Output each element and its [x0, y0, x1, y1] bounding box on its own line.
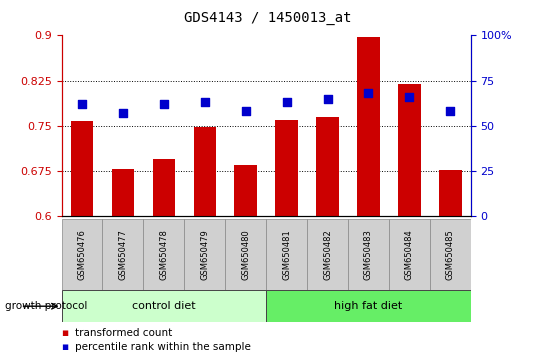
Bar [194, 127, 216, 216]
Bar [439, 170, 462, 216]
Text: GSM650485: GSM650485 [446, 229, 455, 280]
Text: percentile rank within the sample: percentile rank within the sample [75, 342, 251, 352]
Text: growth protocol: growth protocol [5, 301, 88, 311]
Text: GSM650480: GSM650480 [241, 229, 250, 280]
Point [405, 94, 414, 99]
Text: GSM650478: GSM650478 [159, 229, 169, 280]
Point [159, 101, 168, 107]
Text: ◾: ◾ [62, 342, 68, 352]
Text: transformed count: transformed count [75, 328, 172, 338]
Bar [276, 120, 298, 216]
Bar [62, 290, 266, 322]
Bar [398, 84, 421, 216]
Bar [316, 116, 339, 216]
Point [282, 99, 291, 105]
Bar [103, 219, 143, 290]
Text: GSM650477: GSM650477 [118, 229, 127, 280]
Text: ◾: ◾ [62, 328, 68, 338]
Point [323, 96, 332, 101]
Bar [389, 219, 430, 290]
Point [446, 108, 455, 114]
Point [119, 110, 127, 116]
Point [364, 90, 373, 96]
Bar [266, 290, 471, 322]
Bar [71, 121, 93, 216]
Point [241, 108, 250, 114]
Point [201, 99, 209, 105]
Bar [266, 219, 307, 290]
Text: GSM650481: GSM650481 [282, 229, 291, 280]
Point [78, 101, 86, 107]
Text: GSM650476: GSM650476 [78, 229, 87, 280]
Bar [225, 219, 266, 290]
Bar [112, 169, 134, 216]
Text: GSM650482: GSM650482 [323, 229, 332, 280]
Bar [307, 219, 348, 290]
Text: GDS4143 / 1450013_at: GDS4143 / 1450013_at [184, 11, 351, 25]
Text: GSM650479: GSM650479 [200, 229, 209, 280]
Bar [143, 219, 184, 290]
Bar [430, 219, 471, 290]
Bar [62, 219, 103, 290]
Bar [184, 219, 225, 290]
Text: GSM650483: GSM650483 [364, 229, 373, 280]
Text: control diet: control diet [132, 301, 196, 311]
Bar [348, 219, 389, 290]
Bar [152, 159, 175, 216]
Bar [357, 36, 380, 216]
Bar [234, 165, 257, 216]
Text: GSM650484: GSM650484 [405, 229, 414, 280]
Text: high fat diet: high fat diet [334, 301, 403, 311]
